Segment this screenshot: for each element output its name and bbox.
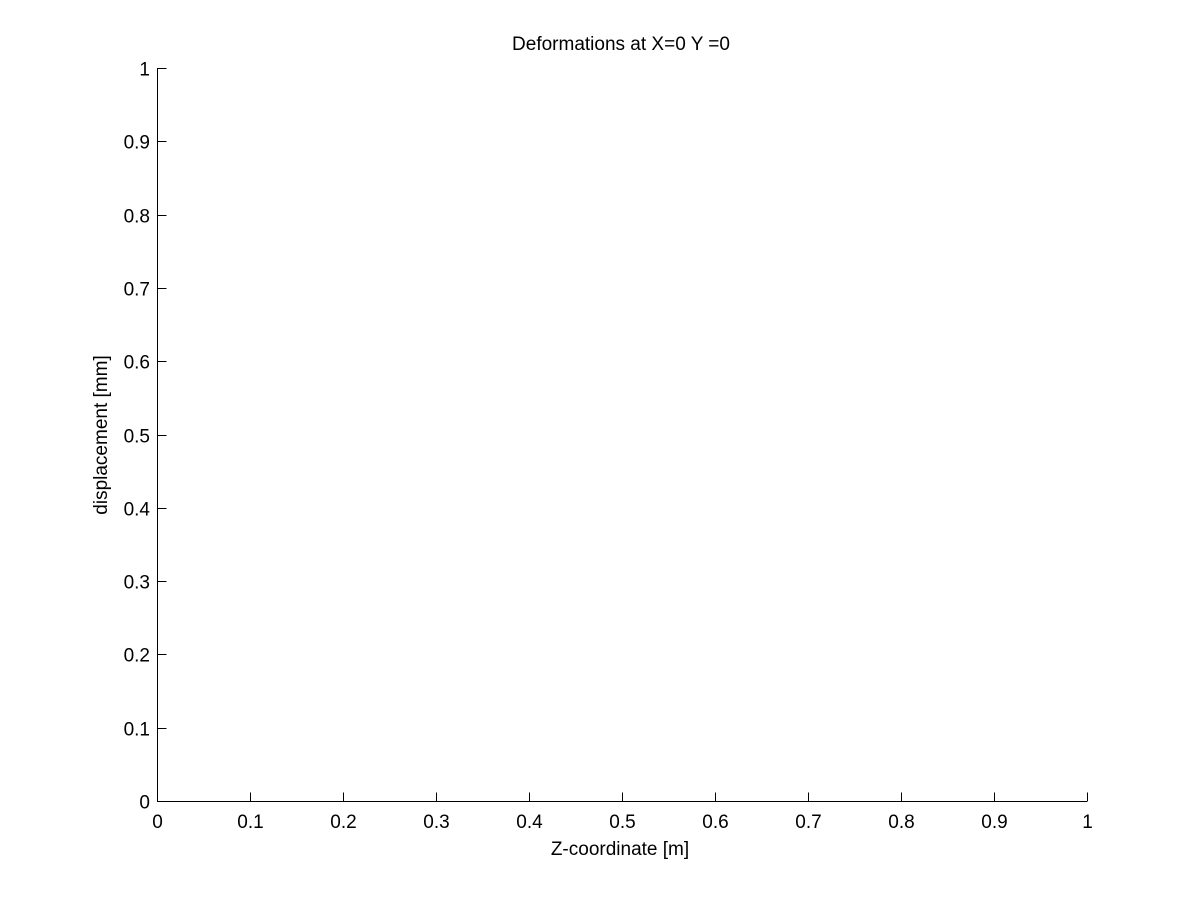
y-tick-label: 0.3	[124, 573, 150, 594]
x-tick-label: 0.8	[888, 812, 914, 833]
x-tick-label: 0.9	[981, 812, 1007, 833]
x-tick-label: 0.7	[795, 812, 821, 833]
y-tick-label: 0.8	[124, 207, 150, 228]
y-tick-label: 0.9	[124, 133, 150, 154]
y-tick-label: 0.6	[124, 353, 150, 374]
y-tick-label: 0.4	[124, 500, 151, 521]
x-tick-label: 0.2	[330, 812, 356, 833]
x-tick-label: 0.6	[702, 812, 728, 833]
y-tick-label: 0.1	[124, 720, 150, 741]
x-ticks: 0 0.1 0.2 0.3 0.4 0.5 0.6 0.7 0.8 0.9 1	[152, 792, 1093, 833]
y-tick-label: 0.2	[124, 646, 150, 667]
x-tick-label: 0.5	[609, 812, 635, 833]
y-tick-label: 0.7	[124, 280, 150, 301]
chart-title: Deformations at X=0 Y =0	[512, 34, 730, 55]
y-tick-label: 0	[139, 793, 150, 814]
x-tick-label: 0.3	[423, 812, 449, 833]
x-tick-label: 0.4	[516, 812, 543, 833]
y-ticks: 0 0.1 0.2 0.3 0.4 0.5 0.6 0.7 0.8 0.9 1	[124, 60, 167, 814]
x-tick-label: 1	[1082, 812, 1093, 833]
y-tick-label: 1	[139, 60, 150, 81]
x-axis-title: Z-coordinate [m]	[551, 839, 689, 860]
x-tick-label: 0.1	[237, 812, 263, 833]
y-axis-title: displacement [mm]	[91, 355, 112, 514]
x-tick-label: 0	[152, 812, 163, 833]
y-tick-label: 0.5	[124, 427, 150, 448]
